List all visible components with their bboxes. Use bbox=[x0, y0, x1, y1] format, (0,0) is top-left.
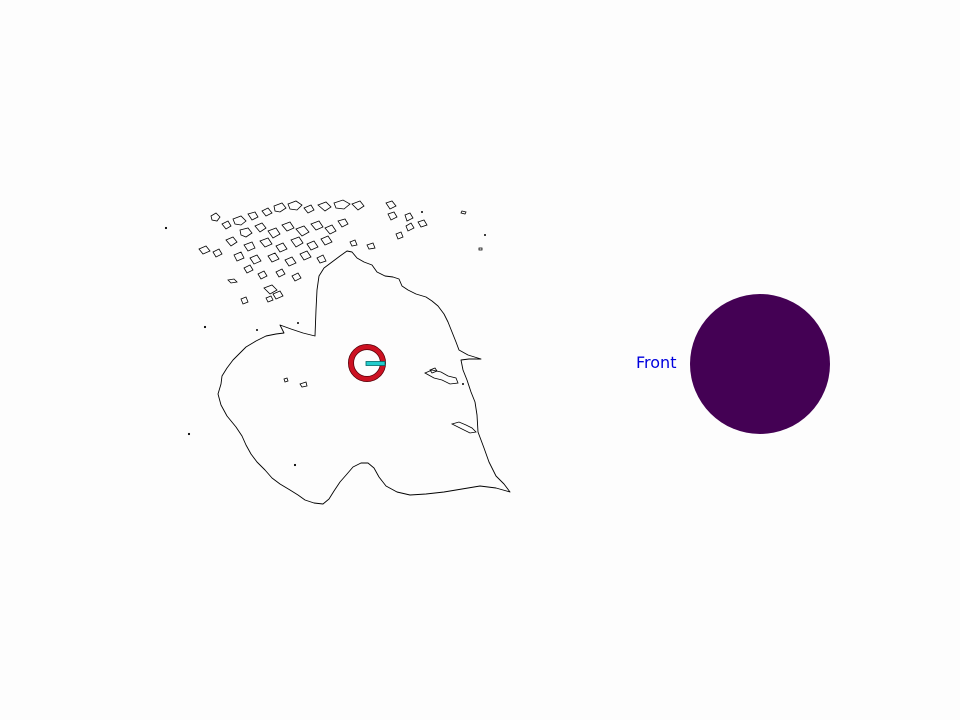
position-marker bbox=[348, 344, 386, 382]
island-outlines bbox=[198, 199, 483, 434]
front-view-label: Front bbox=[636, 353, 677, 372]
speck-marks bbox=[164, 211, 486, 467]
landmass-outline bbox=[217, 250, 511, 505]
front-view-disc bbox=[690, 294, 830, 434]
map-view bbox=[164, 199, 511, 505]
heading-pointer bbox=[365, 361, 386, 366]
